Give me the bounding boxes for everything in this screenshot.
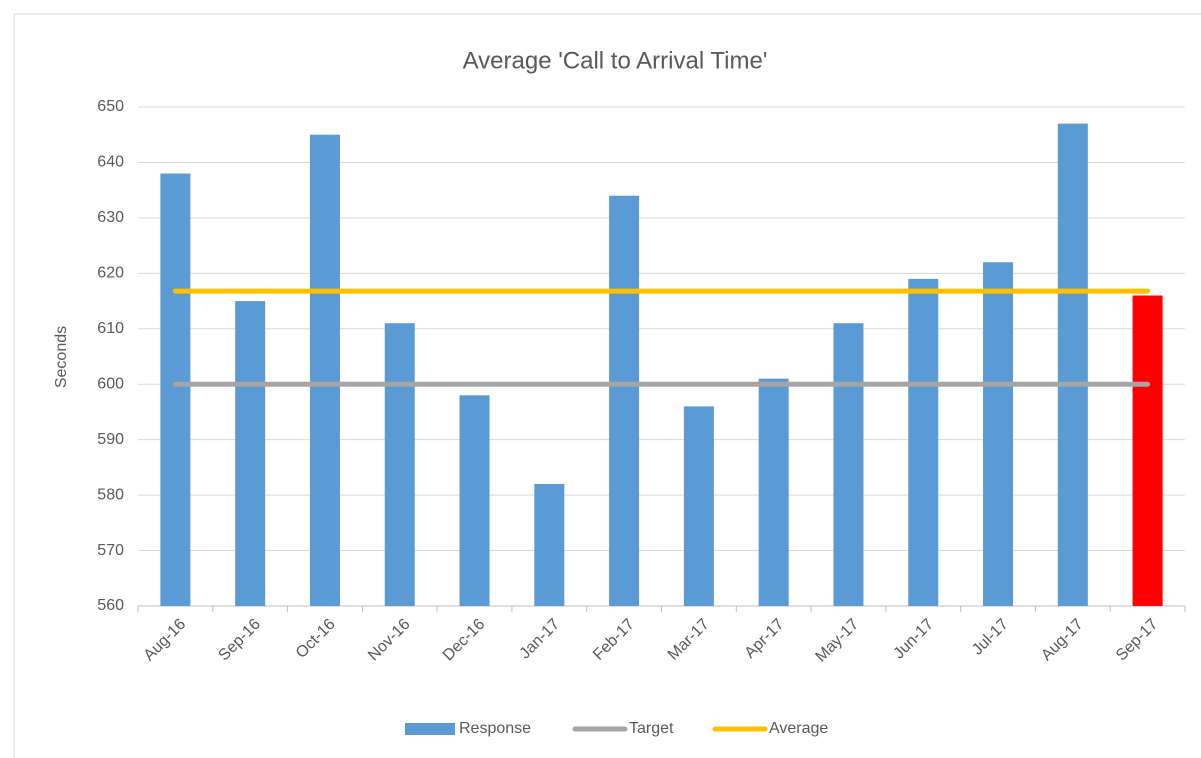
legend-label: Target bbox=[629, 720, 674, 737]
bar bbox=[1132, 295, 1163, 606]
bar bbox=[609, 195, 640, 606]
bar bbox=[534, 484, 565, 606]
y-tick-label: 570 bbox=[97, 542, 124, 559]
bar bbox=[758, 378, 789, 606]
chart-title: Average 'Call to Arrival Time' bbox=[463, 47, 768, 74]
bar bbox=[908, 278, 939, 606]
y-tick-label: 650 bbox=[97, 98, 124, 115]
y-axis-label: Seconds bbox=[53, 326, 70, 388]
bar bbox=[160, 173, 191, 607]
bar bbox=[833, 323, 864, 606]
y-tick-label: 620 bbox=[97, 265, 124, 282]
legend-swatch bbox=[405, 723, 455, 735]
legend-label: Average bbox=[769, 720, 828, 737]
bar bbox=[309, 134, 340, 606]
bar bbox=[459, 395, 490, 606]
y-tick-label: 600 bbox=[97, 375, 124, 392]
y-tick-label: 560 bbox=[97, 597, 124, 614]
y-tick-label: 640 bbox=[97, 154, 124, 171]
bar bbox=[1057, 123, 1088, 606]
bar bbox=[384, 323, 415, 606]
y-tick-label: 580 bbox=[97, 486, 124, 503]
bar bbox=[683, 406, 714, 606]
bar bbox=[983, 262, 1014, 606]
legend-label: Response bbox=[459, 720, 531, 737]
bar bbox=[235, 301, 266, 606]
y-tick-label: 630 bbox=[97, 209, 124, 226]
y-tick-label: 590 bbox=[97, 431, 124, 448]
y-tick-label: 610 bbox=[97, 320, 124, 337]
